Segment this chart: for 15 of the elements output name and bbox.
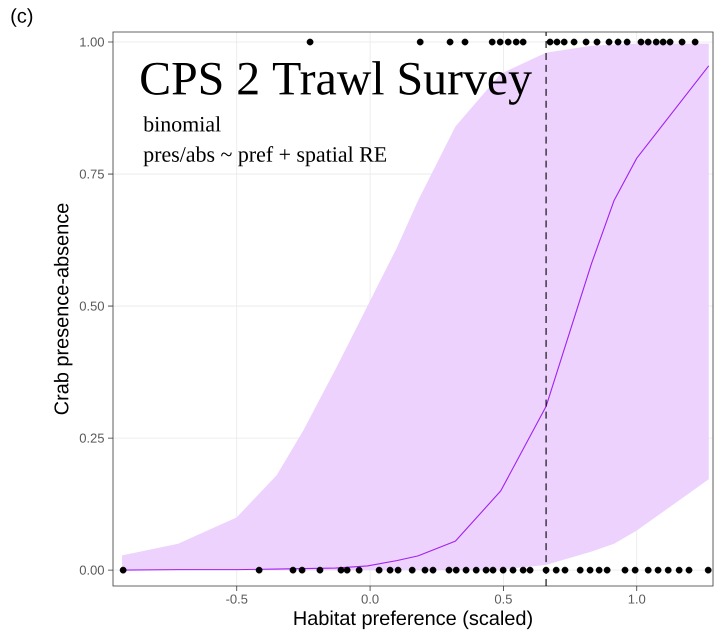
text: binomial: [143, 116, 221, 132]
y-tick-label: 0.50: [80, 301, 104, 311]
x-tick-label: 0.0: [362, 594, 379, 604]
y-axis-title: Crab presence-absence: [54, 204, 72, 414]
x-axis-title: Habitat preference (scaled): [294, 610, 532, 630]
y-tick-label: 1.00: [80, 37, 104, 47]
text: (c): [11, 8, 32, 27]
x-tick-label: -0.5: [226, 594, 248, 604]
y-tick-label: 0.75: [80, 169, 104, 179]
x-tick-label: 1.0: [628, 594, 646, 604]
y-tick-label: 0.00: [80, 566, 104, 575]
annotation: pres/abs ~ pref + spatial RE: [144, 146, 386, 166]
text: CPS 2 Trawl Survey: [141, 61, 532, 105]
y-tick-label: 0.25: [80, 434, 104, 443]
x-tick-label: 0.5: [494, 594, 512, 604]
